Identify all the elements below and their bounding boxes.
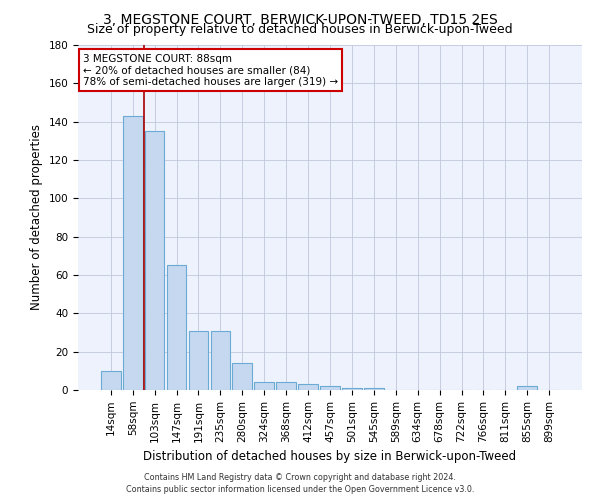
Bar bbox=[232, 363, 252, 390]
Text: 3, MEGSTONE COURT, BERWICK-UPON-TWEED, TD15 2ES: 3, MEGSTONE COURT, BERWICK-UPON-TWEED, T… bbox=[103, 12, 497, 26]
Bar bbox=[517, 386, 537, 390]
Bar bbox=[188, 330, 208, 390]
Bar bbox=[254, 382, 274, 390]
Bar bbox=[211, 330, 230, 390]
Bar bbox=[298, 384, 318, 390]
Bar bbox=[320, 386, 340, 390]
Bar bbox=[276, 382, 296, 390]
Y-axis label: Number of detached properties: Number of detached properties bbox=[30, 124, 43, 310]
Text: Contains HM Land Registry data © Crown copyright and database right 2024.
Contai: Contains HM Land Registry data © Crown c… bbox=[126, 472, 474, 494]
Bar bbox=[123, 116, 143, 390]
Bar bbox=[101, 371, 121, 390]
Bar bbox=[364, 388, 384, 390]
Text: 3 MEGSTONE COURT: 88sqm
← 20% of detached houses are smaller (84)
78% of semi-de: 3 MEGSTONE COURT: 88sqm ← 20% of detache… bbox=[83, 54, 338, 87]
X-axis label: Distribution of detached houses by size in Berwick-upon-Tweed: Distribution of detached houses by size … bbox=[143, 450, 517, 463]
Bar bbox=[167, 266, 187, 390]
Bar bbox=[342, 388, 362, 390]
Bar bbox=[145, 131, 164, 390]
Text: Size of property relative to detached houses in Berwick-upon-Tweed: Size of property relative to detached ho… bbox=[87, 22, 513, 36]
